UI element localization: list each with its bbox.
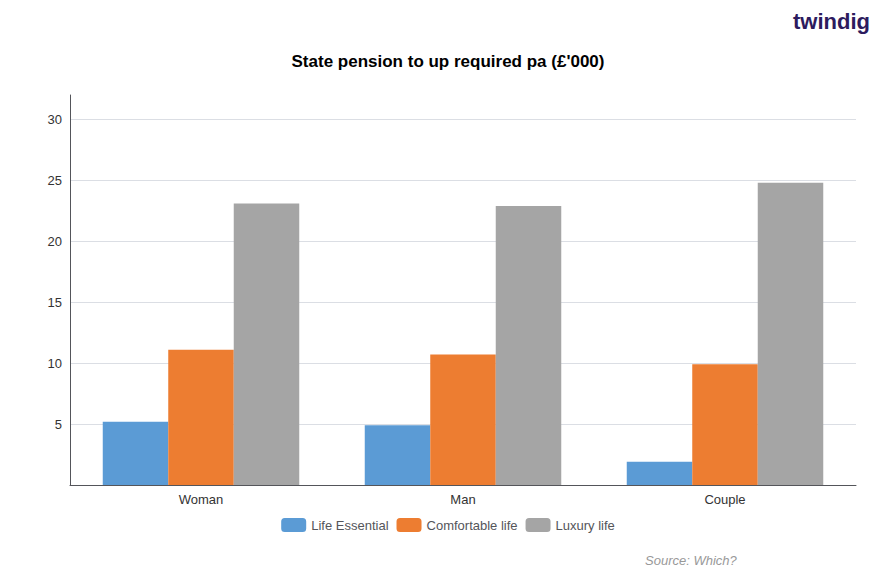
svg-text:5: 5 [55,417,62,432]
svg-text:Comfortable life: Comfortable life [427,518,518,533]
svg-text:30: 30 [48,112,62,127]
svg-text:State pension to up required p: State pension to up required pa (£'000) [292,52,605,71]
svg-text:Couple: Couple [704,492,745,507]
svg-text:Man: Man [450,492,475,507]
svg-text:twindig: twindig [793,9,870,34]
svg-text:Luxury life: Luxury life [556,518,615,533]
svg-text:20: 20 [48,234,62,249]
svg-text:15: 15 [48,295,62,310]
svg-text:10: 10 [48,356,62,371]
svg-text:Woman: Woman [179,492,224,507]
svg-text:Life Essential: Life Essential [311,518,388,533]
svg-text:25: 25 [48,173,62,188]
svg-text:Source: Which?: Source: Which? [645,553,738,568]
